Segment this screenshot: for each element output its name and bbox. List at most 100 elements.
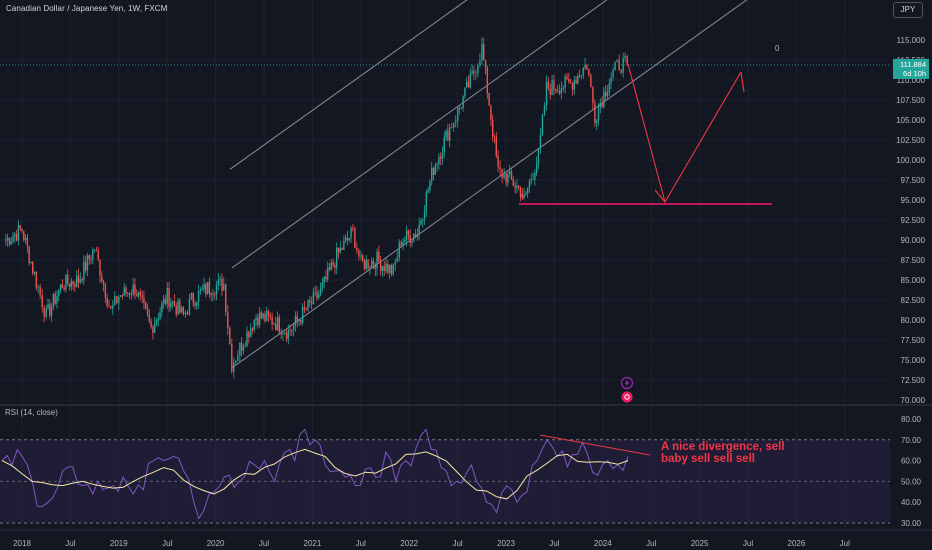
candle-body xyxy=(492,120,494,137)
candle-body xyxy=(125,287,127,294)
candle-body xyxy=(239,342,241,356)
candle-body xyxy=(321,282,324,289)
price-tick-label: 72.500 xyxy=(901,376,926,385)
candle-body xyxy=(26,237,29,247)
candle-body xyxy=(341,247,343,250)
candle-body xyxy=(83,261,85,281)
price-tick-label: 100.000 xyxy=(896,156,925,165)
candle-body xyxy=(249,328,252,338)
candle-body xyxy=(70,280,73,287)
candle-body xyxy=(566,76,568,80)
candle-body xyxy=(201,289,203,290)
candle-body xyxy=(534,172,536,180)
candle-body xyxy=(102,281,105,285)
candle-body xyxy=(309,300,311,303)
currency-button[interactable]: JPY xyxy=(893,2,923,18)
candle-body xyxy=(488,93,490,106)
candle-body xyxy=(606,92,609,97)
price-tick-label: 90.000 xyxy=(901,236,926,245)
candle-body xyxy=(413,234,415,241)
symbol-title: Canadian Dollar / Japanese Yen, 1W, FXCM xyxy=(6,4,168,13)
candle-body xyxy=(477,65,479,74)
candle-body xyxy=(257,317,259,326)
candle-body xyxy=(556,90,559,92)
candle-body xyxy=(152,327,154,333)
candle-body xyxy=(287,330,289,339)
candle-body xyxy=(312,292,315,304)
candle-body xyxy=(227,311,229,328)
candle-body xyxy=(323,276,325,283)
candle-body xyxy=(54,293,56,304)
candle-body xyxy=(136,294,138,297)
candle-body xyxy=(441,152,444,159)
candle-body xyxy=(432,168,435,175)
candle-body xyxy=(93,249,96,251)
candle-body xyxy=(378,251,380,262)
candle-body xyxy=(50,306,53,316)
candle-body xyxy=(422,218,424,221)
candle-body xyxy=(194,302,196,306)
candle-body xyxy=(12,236,14,242)
candle-body xyxy=(570,82,572,84)
candle-body xyxy=(258,312,261,326)
candle-body xyxy=(30,262,32,264)
candle-body xyxy=(28,246,30,264)
candle-body xyxy=(21,229,23,232)
candle-body xyxy=(19,225,21,230)
rsi-line xyxy=(1,428,629,520)
candle-body xyxy=(298,320,300,321)
candle-body xyxy=(208,282,211,294)
candle-body xyxy=(507,174,509,183)
candle-body xyxy=(455,120,457,123)
candle-body xyxy=(267,311,270,316)
candle-body xyxy=(392,264,394,275)
candle-body xyxy=(501,169,503,178)
candle-body xyxy=(49,304,51,316)
candle-body xyxy=(108,305,110,307)
candle-body xyxy=(106,297,108,306)
candle-body xyxy=(196,302,198,306)
candle-body xyxy=(153,323,156,333)
candle-body xyxy=(330,262,333,270)
candle-body xyxy=(168,287,170,307)
candle-body xyxy=(166,287,168,304)
candle-body xyxy=(376,251,378,269)
parallel-channel: 0 xyxy=(229,0,780,369)
candle-body xyxy=(199,289,202,292)
candle-body xyxy=(409,235,411,243)
price-tick-label: 102.500 xyxy=(896,136,925,145)
candle-body xyxy=(5,240,7,241)
earnings-glyph xyxy=(624,394,630,400)
candle-body xyxy=(379,261,382,271)
candle-body xyxy=(280,332,282,335)
candle-body xyxy=(221,278,223,291)
candle-body xyxy=(467,81,470,88)
earnings-icon[interactable] xyxy=(621,391,633,403)
price-tick-label: 82.500 xyxy=(901,296,926,305)
time-tick-label: 2021 xyxy=(304,539,322,548)
candle-body xyxy=(458,107,461,109)
candle-body xyxy=(162,298,165,304)
candle-body xyxy=(434,165,437,175)
candle-body xyxy=(445,130,447,138)
candle-body xyxy=(253,319,255,330)
price-tick-label: 115.000 xyxy=(897,36,926,45)
candle-body xyxy=(63,287,65,290)
candle-body xyxy=(394,262,396,265)
time-tick-label: 2018 xyxy=(13,539,31,548)
last-price-badge xyxy=(893,58,929,79)
candle-body xyxy=(490,105,492,121)
candle-body xyxy=(116,295,118,304)
candle-body xyxy=(114,295,116,306)
candle-body xyxy=(367,259,369,269)
candle-body xyxy=(486,67,489,94)
candle-body xyxy=(553,80,555,90)
candle-body xyxy=(325,276,327,280)
candle-body xyxy=(6,237,9,241)
channel-line xyxy=(231,0,608,269)
candle-body xyxy=(618,60,620,70)
candle-body xyxy=(179,300,181,313)
rsi-tick-label: 50.00 xyxy=(901,477,922,486)
time-tick-label: Jul xyxy=(646,539,656,548)
